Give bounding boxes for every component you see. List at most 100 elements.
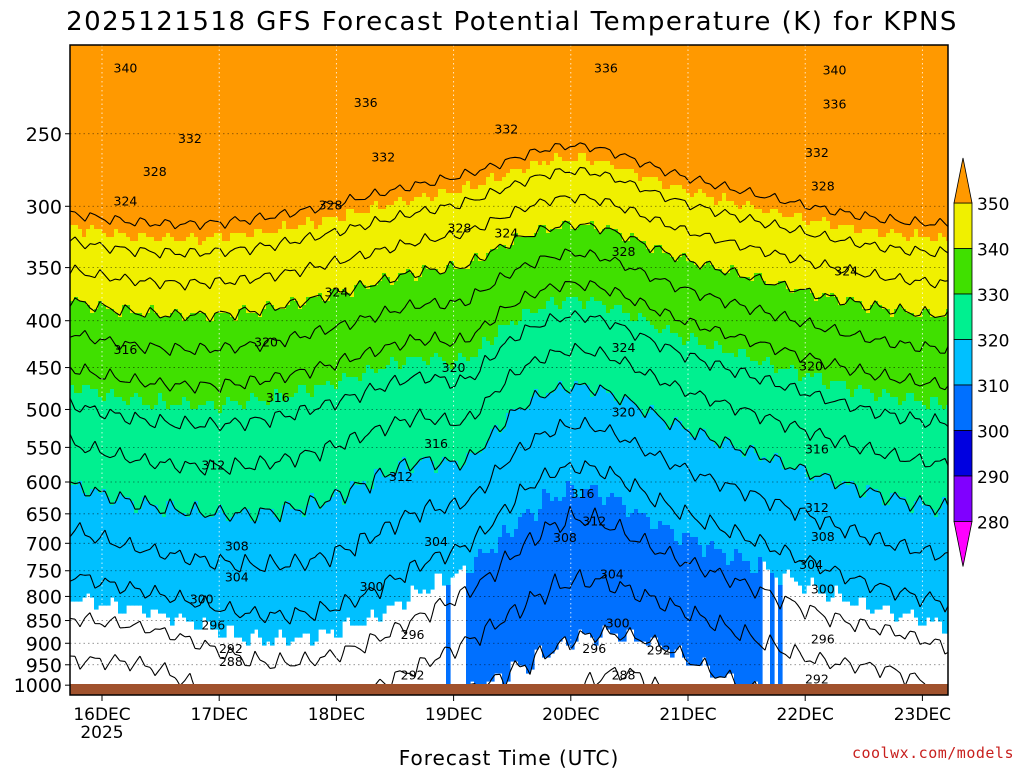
- fill-cell: [538, 45, 543, 166]
- fill-cell: [518, 169, 523, 238]
- fill-cell: [638, 45, 643, 182]
- fill-cell: [274, 309, 279, 390]
- fill-cell: [758, 365, 763, 462]
- fill-cell: [246, 45, 251, 238]
- fill-cell: [682, 345, 687, 430]
- fill-cell: [146, 45, 151, 238]
- fill-cell: [874, 301, 879, 402]
- fill-cell: [318, 385, 323, 510]
- fill-cell: [538, 165, 543, 226]
- fill-cell: [794, 369, 799, 470]
- fill-cell: [726, 353, 731, 438]
- fill-cell: [550, 229, 555, 298]
- fill-cell: [510, 245, 515, 322]
- fill-cell: [106, 309, 111, 394]
- fill-cell: [558, 45, 563, 158]
- contour-label: 340: [823, 63, 847, 78]
- fill-cell: [738, 349, 743, 450]
- fill-cell: [782, 281, 787, 370]
- fill-cell: [754, 45, 759, 210]
- fill-cell: [694, 337, 699, 438]
- fill-cell: [542, 45, 547, 162]
- fill-cell: [338, 221, 343, 294]
- fill-cell: [806, 45, 811, 226]
- fill-cell: [806, 373, 811, 478]
- contour-label: 328: [612, 244, 636, 259]
- fill-cell: [214, 313, 219, 410]
- fill-cell: [250, 521, 255, 634]
- fill-cell: [250, 45, 255, 238]
- fill-cell: [462, 269, 467, 358]
- fill-cell: [866, 313, 871, 390]
- fill-cell: [186, 45, 191, 238]
- fill-cell: [850, 45, 855, 226]
- y-tick-label: 950: [26, 655, 62, 677]
- fill-cell: [838, 381, 843, 486]
- fill-cell: [194, 237, 199, 314]
- fill-cell: [754, 273, 759, 362]
- fill-cell: [946, 241, 948, 310]
- fill-cell: [910, 393, 915, 514]
- fill-cell: [942, 237, 947, 318]
- fill-cell: [606, 393, 611, 498]
- fill-cell: [714, 45, 719, 206]
- fill-cell: [318, 45, 323, 226]
- fill-cell: [282, 401, 287, 506]
- fill-cell: [590, 165, 595, 222]
- contour-label: 320: [254, 335, 278, 350]
- fill-cell: [830, 45, 835, 230]
- fill-cell: [850, 481, 855, 606]
- fill-cell: [634, 45, 639, 174]
- fill-cell: [710, 197, 715, 266]
- fill-cell: [934, 241, 939, 318]
- fill-cell: [710, 541, 715, 678]
- fill-cell: [822, 217, 827, 294]
- fill-cell: [122, 233, 127, 306]
- fill-cell: [514, 233, 519, 326]
- fill-cell: [362, 481, 367, 626]
- fill-cell: [730, 561, 735, 674]
- fill-cell: [866, 45, 871, 230]
- fill-cell: [726, 201, 731, 274]
- fill-cell: [118, 45, 123, 234]
- fill-cell: [314, 297, 319, 386]
- fill-cell: [622, 45, 627, 170]
- colorbar-label: 350: [977, 195, 1009, 215]
- fill-cell: [158, 393, 163, 514]
- fill-cell: [306, 393, 311, 506]
- fill-cell: [150, 409, 155, 506]
- fill-cell: [382, 273, 387, 370]
- fill-cell: [458, 45, 463, 194]
- fill-cell: [146, 313, 151, 406]
- fill-cell: [410, 273, 415, 358]
- fill-cell: [598, 233, 603, 302]
- fill-cell: [666, 429, 671, 526]
- fill-cell: [446, 45, 451, 194]
- fill-cell: [194, 313, 199, 410]
- fill-cell: [710, 265, 715, 350]
- fill-cell: [642, 45, 647, 178]
- fill-cell: [294, 45, 299, 230]
- y-tick-label: 850: [26, 611, 62, 633]
- fill-cell: [234, 401, 239, 514]
- fill-cell: [702, 557, 707, 658]
- fill-cell: [514, 529, 519, 662]
- fill-cell: [534, 45, 539, 162]
- fill-cell: [654, 413, 659, 530]
- fill-cell: [614, 305, 619, 402]
- fill-cell: [182, 513, 187, 618]
- fill-cell: [198, 513, 203, 630]
- fill-cell: [882, 237, 887, 310]
- fill-cell: [798, 381, 803, 466]
- fill-cell: [490, 249, 495, 346]
- fill-cell: [458, 469, 463, 570]
- fill-cell: [638, 313, 643, 410]
- fill-cell: [174, 241, 179, 310]
- fill-cell: [898, 233, 903, 306]
- fill-cell: [242, 305, 247, 410]
- fill-cell: [194, 501, 199, 630]
- fill-cell: [338, 381, 343, 494]
- colorbar-max-arrow: [953, 157, 973, 204]
- fill-cell: [546, 493, 551, 658]
- fill-cell: [482, 261, 487, 338]
